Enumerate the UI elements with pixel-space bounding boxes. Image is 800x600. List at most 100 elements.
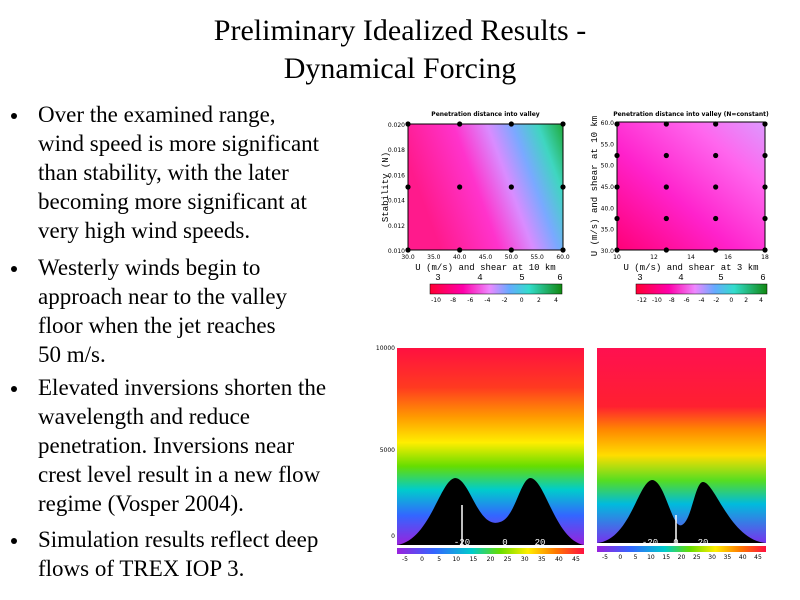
level-label: 5: [519, 273, 524, 283]
terrain: [397, 478, 584, 545]
bullet-text: wind speed is more significant: [38, 131, 320, 156]
contour-plot: [407, 123, 564, 251]
y-tick-label: 40.0: [601, 205, 615, 212]
sample-point: [713, 247, 719, 253]
bullet-text: wavelength and reduce: [38, 404, 250, 429]
level-label: 3: [637, 273, 642, 283]
x-tick-label: 20: [535, 538, 546, 548]
colorbar-label: -4: [699, 297, 705, 304]
sample-point: [560, 247, 566, 253]
sample-point: [614, 184, 620, 190]
sample-point: [713, 152, 719, 159]
colorbar-label: 2: [744, 297, 748, 304]
y-tick-label: 0.018: [388, 147, 405, 154]
plot-title: Penetration distance into valley (N=cons…: [613, 111, 769, 118]
colorbar-label: 5: [437, 556, 441, 563]
colorbar: [397, 548, 584, 554]
sample-point: [713, 215, 719, 222]
colorbar-label: 45: [754, 554, 762, 561]
x-tick-label: 0: [502, 538, 507, 548]
y-tick-label: 10000: [376, 345, 395, 352]
bullet-dot: [11, 386, 17, 392]
sample-point: [508, 247, 514, 253]
y-tick-label: 45.0: [601, 184, 615, 191]
bullet-text: floor when the jet reaches: [38, 313, 276, 338]
y-tick-label: 0.014: [388, 198, 405, 205]
sample-point: [762, 152, 768, 159]
x-tick-label: 14: [687, 254, 695, 261]
sample-point: [614, 247, 620, 253]
colorbar: [635, 283, 768, 295]
x-axis-label: U (m/s) and shear at 3 km: [623, 263, 758, 273]
bullet-text: regime (Vosper 2004).: [38, 491, 244, 516]
sample-point: [457, 121, 463, 127]
colorbar-label: 20: [487, 556, 495, 563]
x-tick-label: 40.0: [453, 254, 467, 261]
sample-point: [713, 121, 719, 127]
x-tick-label: 45.0: [479, 254, 493, 261]
bullet-text: penetration. Inversions near: [38, 433, 294, 458]
sample-point: [663, 247, 669, 253]
colorbar-label: 30: [708, 554, 716, 561]
x-tick-label: 55.0: [530, 254, 544, 261]
colorbar: [597, 546, 766, 552]
sample-point: [663, 184, 669, 190]
colorbar-label: -6: [684, 297, 690, 304]
level-label: 5: [718, 273, 723, 283]
colorbar: [429, 283, 563, 295]
colorbar-label: 45: [572, 556, 580, 563]
x-tick-label: -20: [642, 538, 658, 548]
x-tick-label: 30.0: [401, 254, 415, 261]
cross-section: [397, 348, 584, 545]
sample-point: [457, 247, 463, 253]
y-axis-label: Stability (N): [381, 152, 391, 222]
sample-point: [663, 215, 669, 222]
colorbar-label: 10: [647, 554, 655, 561]
sample-point: [405, 247, 411, 253]
bullet-dot: [11, 113, 17, 119]
colorbar-label: 35: [724, 554, 732, 561]
y-tick-label: 0: [391, 533, 395, 540]
sample-point: [713, 184, 719, 190]
terrain: [597, 480, 766, 543]
bullet-text: becoming more significant at: [38, 189, 308, 214]
y-tick-label: 5000: [380, 447, 395, 454]
y-tick-label: 0.016: [388, 172, 405, 179]
colorbar-label: 10: [452, 556, 460, 563]
bullet-text: than stability, with the later: [38, 160, 289, 185]
level-label: 4: [678, 273, 683, 283]
sample-point: [560, 184, 566, 190]
sample-point: [614, 152, 620, 159]
slide-title: Dynamical Forcing: [284, 52, 516, 85]
content: [397, 121, 768, 554]
colorbar-label: 15: [470, 556, 478, 563]
colorbar-label: 0: [729, 297, 733, 304]
y-tick-label: 55.0: [601, 141, 615, 148]
y-tick-label: 60.0: [601, 120, 615, 127]
x-tick-label: -20: [454, 538, 470, 548]
colorbar-label: 4: [554, 297, 558, 304]
colorbar-label: -8: [669, 297, 675, 304]
sample-point: [614, 121, 620, 127]
colorbar-label: 25: [504, 556, 512, 563]
y-tick-label: 0.020: [388, 122, 405, 129]
colorbar-label: -5: [602, 554, 608, 561]
bullet-text: approach near to the valley: [38, 284, 288, 309]
x-tick-label: 35.0: [427, 254, 441, 261]
plot-title: Penetration distance into valley: [431, 111, 539, 118]
y-tick-label: 30.0: [601, 248, 615, 255]
colorbar-label: 15: [662, 554, 670, 561]
y-axis-label: U (m/s) and shear at 10 km: [590, 116, 600, 256]
sample-point: [762, 247, 768, 253]
bullet-dot: [11, 266, 17, 272]
colorbar-label: 2: [537, 297, 541, 304]
bullet-text: Elevated inversions shorten the: [38, 375, 326, 400]
bullet-text: Simulation results reflect deep: [38, 527, 318, 552]
colorbar-label: 0: [420, 556, 424, 563]
bullet-text: Over the examined range,: [38, 102, 276, 127]
bullet-text: 50 m/s.: [38, 342, 106, 367]
level-label: 6: [557, 273, 562, 283]
colorbar-label: -2: [502, 297, 508, 304]
colorbar-label: -10: [652, 297, 662, 304]
